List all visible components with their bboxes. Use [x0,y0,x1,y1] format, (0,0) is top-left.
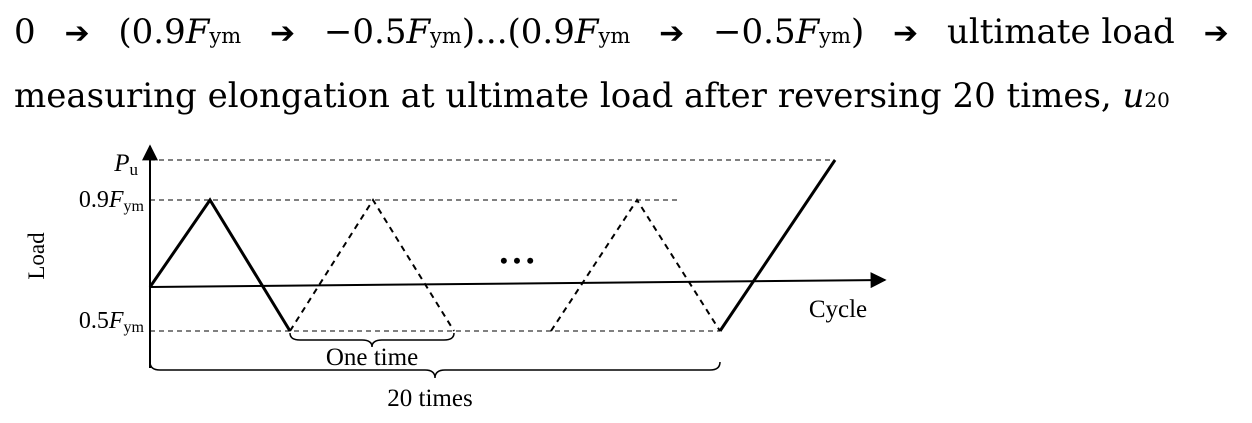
y-axis-label: Load [24,232,49,280]
sequence-line-2: measuring elongation at ultimate load af… [14,66,1244,130]
last-cycle-dashed-line [550,198,721,332]
first-pair-close: ) [461,12,476,52]
negative-coefficient: −0.5 [713,12,796,52]
final-loading-line [718,159,837,332]
force-symbol: F [574,12,599,52]
result-subscript: 20 [1144,88,1170,112]
force-symbol: F [795,12,820,52]
right-arrow-icon: ➔ [1203,16,1229,51]
upper-level-force-symbol: F [108,187,124,213]
sequence-line-1: 0 ➔ (0.9Fym ➔ −0.5Fym)...(0.9Fym ➔ −0.5F… [14,2,1244,66]
loading-sequence-text: 0 ➔ (0.9Fym ➔ −0.5Fym)...(0.9Fym ➔ −0.5F… [14,2,1244,130]
result-symbol: u [1122,76,1145,116]
end-step: ultimate load [946,12,1175,52]
force-subscript: ym [598,24,631,48]
twenty-times-brace [149,361,721,379]
first-cycle-solid-line [148,197,292,332]
x-axis-label: Cycle [809,296,867,323]
right-arrow-icon: ➔ [659,16,685,51]
one-time-label: One time [326,344,418,371]
lower-level-force-subscript: ym [124,319,145,336]
lower-level-label: 0.5Fym [79,308,145,336]
pu-label: Pu [113,150,138,179]
repeat-ellipsis: ... [475,12,508,52]
ellipsis-dots: • • • [500,248,534,273]
first-pair-open: (0.9 [118,12,186,52]
force-subscript: ym [819,24,851,48]
x-axis [149,272,887,289]
last-pair-close: ) [850,12,865,52]
right-arrow-icon: ➔ [269,16,296,51]
force-symbol: F [406,12,431,52]
second-cycle-dashed-line [289,198,455,332]
right-arrow-icon: ➔ [64,16,90,51]
negative-coefficient: −0.5 [323,12,407,52]
one-time-brace [289,332,455,348]
pu-subscript: u [130,160,139,179]
lower-level-force-symbol: F [108,308,124,334]
sequence-start: 0 [14,12,36,52]
lower-level-prefix: 0.5 [79,308,109,334]
force-subscript: ym [430,24,462,48]
pu-symbol: P [113,150,129,177]
upper-level-prefix: 0.9 [79,187,109,213]
last-pair-open: (0.9 [507,12,575,52]
upper-level-label: 0.9Fym [79,187,145,215]
twenty-times-label: 20 times [387,385,472,412]
measurement-text: measuring elongation at ultimate load af… [14,76,1112,116]
force-symbol: F [185,12,210,52]
right-arrow-icon: ➔ [893,16,919,51]
force-subscript: ym [209,24,242,48]
upper-level-force-subscript: ym [124,198,145,215]
